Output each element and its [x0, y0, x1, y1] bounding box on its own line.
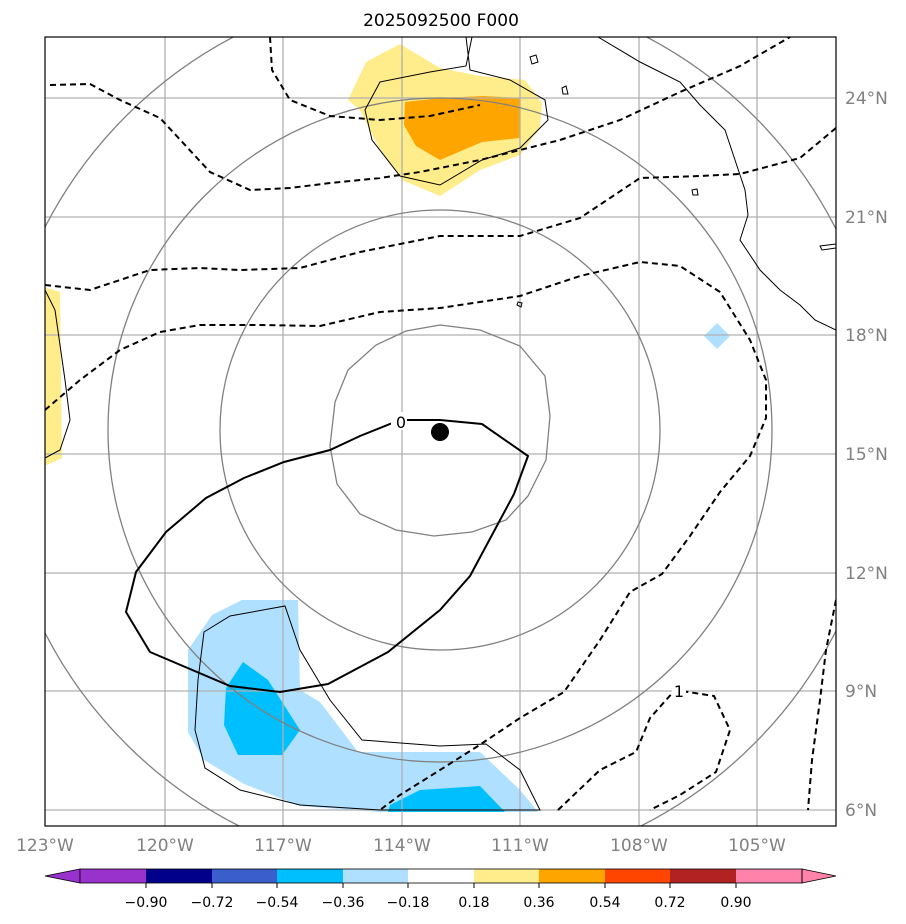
dashed-contour-4	[45, 260, 767, 811]
colorbar-tick-label-3: −0.54	[256, 895, 299, 911]
colorbar-tick-label-6: 0.18	[458, 895, 489, 911]
zero-contour-label: 0	[396, 413, 406, 432]
colorbar-bin-3	[212, 869, 277, 883]
negative-anomaly-light-blue	[188, 600, 538, 812]
colorbar-bin-10	[670, 869, 736, 883]
colorbar-frame	[79, 868, 803, 884]
mainland-coast-2	[819, 243, 836, 251]
one-contour-label: 1	[674, 682, 684, 701]
baja-peninsula-outline	[364, 37, 549, 186]
zero-label-bg	[391, 412, 407, 430]
lon-label-117w: 117°W	[254, 836, 312, 856]
lat-label-9n: 9°N	[845, 682, 877, 702]
negative-anomaly-deep-blue-south	[388, 786, 505, 812]
colorbar-tick-label-8: 0.54	[589, 895, 620, 911]
storm-center-marker	[431, 423, 449, 441]
range-rings	[45, 37, 836, 826]
longitude-labels: 123°W 120°W 117°W 114°W 111°W 108°W 105°…	[16, 836, 786, 856]
one-label-bg	[672, 680, 686, 698]
colorbar-tick-label-4: −0.36	[322, 895, 365, 911]
western-region-outline	[45, 289, 71, 459]
map-frame	[44, 36, 837, 827]
dashed-contour-5	[557, 688, 732, 811]
lat-label-24n: 24°N	[845, 89, 888, 109]
lon-label-120w: 120°W	[136, 836, 194, 856]
colorbar-bin-4	[277, 869, 343, 883]
colorbar-bin-9	[605, 869, 670, 883]
colorbar-ticks	[145, 883, 737, 888]
coastlines	[45, 37, 836, 811]
lat-label-18n: 18°N	[845, 326, 888, 346]
colorbar-tick-label-10: 0.90	[720, 895, 751, 911]
colorbar-bin-1	[80, 869, 146, 883]
dashed-contour-1	[49, 37, 791, 192]
dashed-contour-2	[269, 37, 481, 122]
colorbar: −0.90 −0.72 −0.54 −0.36 −0.18 0.18 0.36 …	[44, 868, 837, 911]
lon-label-111w: 111°W	[491, 836, 549, 856]
colorbar-bin-5	[343, 869, 408, 883]
colorbar-tick-label-9: 0.72	[654, 895, 685, 911]
lat-label-15n: 15°N	[845, 445, 888, 465]
dashed-contour-6	[807, 599, 836, 811]
colorbar-bin-2	[146, 869, 212, 883]
small-light-blue-diamond	[704, 323, 730, 349]
lon-label-108w: 108°W	[610, 836, 668, 856]
island-2	[516, 301, 523, 308]
range-ring-2	[219, 209, 661, 651]
colorbar-tick-label-1: −0.90	[125, 895, 168, 911]
zero-contour	[124, 419, 530, 694]
island-4	[561, 85, 569, 95]
west-edge-light-yellow	[45, 287, 62, 466]
lon-label-123w: 123°W	[16, 836, 74, 856]
mainland-coast	[597, 37, 836, 331]
southern-region-outline	[194, 605, 541, 811]
colorbar-bin-7	[474, 869, 539, 883]
map-area: 0 1	[45, 37, 836, 826]
lon-label-105w: 105°W	[728, 836, 786, 856]
colorbar-tick-label-5: −0.18	[387, 895, 430, 911]
latitude-labels: 24°N 21°N 18°N 15°N 12°N 9°N 6°N	[845, 89, 888, 821]
island-1	[691, 188, 699, 196]
dashed-contours	[45, 37, 836, 811]
negative-anomaly-deep-blue	[224, 662, 300, 755]
colorbar-extend-high	[801, 868, 837, 884]
colorbar-bin-11	[736, 869, 802, 883]
colorbar-bin-8	[539, 869, 605, 883]
map-title: 2025092500 F000	[363, 11, 519, 31]
range-ring-1	[329, 324, 551, 537]
dashed-contour-3	[45, 127, 836, 292]
colorbar-tick-label-2: −0.72	[191, 895, 234, 911]
lat-label-21n: 21°N	[845, 208, 888, 228]
range-ring-3	[107, 97, 773, 763]
lon-label-114w: 114°W	[373, 836, 431, 856]
colorbar-tick-label-7: 0.36	[523, 895, 554, 911]
colorbar-extend-low	[44, 868, 81, 884]
lat-label-12n: 12°N	[845, 564, 888, 584]
lat-label-6n: 6°N	[845, 801, 877, 821]
colorbar-bin-6	[408, 869, 474, 883]
island-3	[529, 54, 539, 65]
positive-anomaly-orange	[404, 96, 520, 160]
